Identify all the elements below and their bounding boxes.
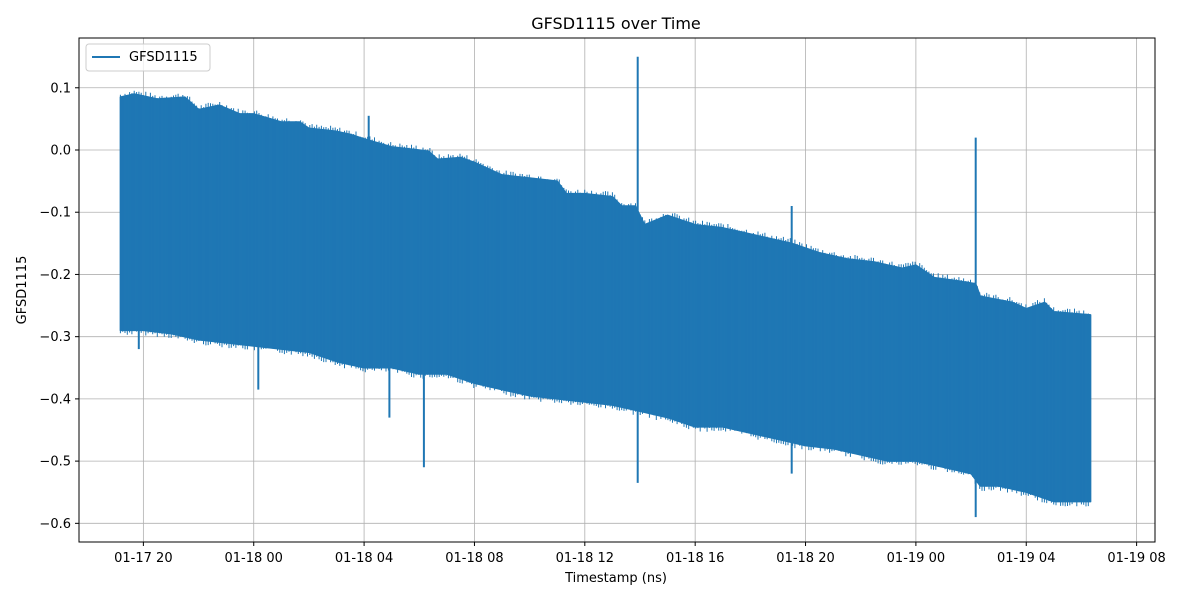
x-tick-label: 01-19 00 xyxy=(887,551,945,566)
y-tick-label: −0.4 xyxy=(39,392,71,407)
x-tick-label: 01-18 16 xyxy=(666,551,724,566)
y-tick-label: −0.2 xyxy=(39,268,71,283)
x-tick-label: 01-19 04 xyxy=(997,551,1055,566)
legend: GFSD1115 xyxy=(85,43,211,72)
y-axis: 0.1 0.0 −0.1 −0.2 −0.3 −0.4 −0.5 −0.6 xyxy=(39,81,79,532)
x-tick-label: 01-18 00 xyxy=(225,551,283,566)
legend-box xyxy=(85,43,211,72)
y-tick-label: −0.5 xyxy=(39,455,71,470)
x-tick-label: 01-18 20 xyxy=(776,551,834,566)
y-tick-label: 0.1 xyxy=(50,81,71,96)
x-tick-label: 01-18 08 xyxy=(445,551,503,566)
x-axis-title: Timestamp (ns) xyxy=(564,571,667,586)
y-tick-label: 0.0 xyxy=(50,144,71,159)
y-tick-label: −0.1 xyxy=(39,206,71,221)
x-axis: 01-17 20 01-18 00 01-18 04 01-18 08 01-18 12… xyxy=(114,542,1166,566)
plot-frame xyxy=(78,37,1156,543)
y-tick-label: −0.6 xyxy=(39,517,71,532)
series-texture xyxy=(119,90,1089,507)
x-tick-label: 01-18 04 xyxy=(335,551,393,566)
x-tick-label: 01-18 12 xyxy=(556,551,614,566)
legend-label: GFSD1115 xyxy=(129,50,198,65)
y-tick-label: −0.3 xyxy=(39,330,71,345)
y-axis-title: GFSD1115 xyxy=(15,256,30,325)
series-gfsd1115 xyxy=(119,56,1092,518)
x-tick-label: 01-19 08 xyxy=(1107,551,1165,566)
x-tick-label: 01-17 20 xyxy=(114,551,172,566)
chart-title: GFSD1115 over Time xyxy=(531,14,701,33)
